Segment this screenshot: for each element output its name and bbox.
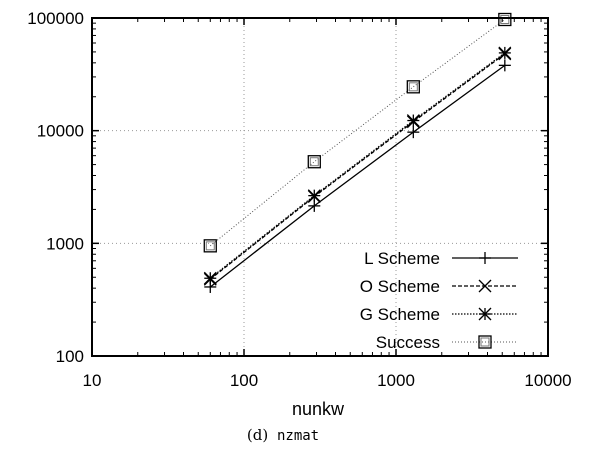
data-point-s3-2 <box>406 80 420 94</box>
x-tick-label: 10000 <box>524 371 571 390</box>
y-tick-label: 10000 <box>37 122 84 141</box>
data-point-s2-2 <box>406 114 420 127</box>
data-point-s3-1 <box>307 155 321 169</box>
data-point-s2-1 <box>307 189 321 203</box>
y-tick-label: 100 <box>56 347 84 366</box>
data-point-s3-0 <box>203 239 217 253</box>
series-layer <box>203 12 512 293</box>
plot-frame <box>91 17 549 357</box>
legend-label: G Scheme <box>360 305 440 324</box>
caption-label: (d) <box>247 426 268 444</box>
caption-code: nzmat <box>277 428 319 444</box>
series-line-0 <box>209 64 506 288</box>
x-tick-label: 10 <box>83 371 102 390</box>
legend-label: O Scheme <box>360 277 440 296</box>
legend-marker <box>479 252 491 264</box>
grid-lines <box>92 18 548 356</box>
series-line-2 <box>209 52 506 279</box>
axis-ticks: 10 100 1000 10000 100 1000 10000 100000 <box>27 9 571 390</box>
data-point-s0-3 <box>498 59 511 72</box>
data-point-s0-1 <box>308 199 321 212</box>
x-tick-label: 1000 <box>377 371 415 390</box>
series-line-1 <box>209 53 506 280</box>
y-tick-label: 100000 <box>27 9 84 28</box>
figure-caption: (d) nzmat <box>247 426 319 444</box>
data-point-s2-3 <box>498 46 512 60</box>
data-point-s0-2 <box>407 126 420 139</box>
y-tick-label: 1000 <box>46 234 84 253</box>
data-point-s3-3 <box>498 12 512 27</box>
legend-marker <box>478 279 492 293</box>
legend-label: L Scheme <box>364 249 440 268</box>
x-axis-label: nunkw <box>292 399 345 419</box>
x-tick-label: 100 <box>230 371 258 390</box>
data-point-s2-0 <box>203 271 217 285</box>
legend-marker <box>478 307 492 321</box>
legend-marker <box>478 335 492 349</box>
series-line-3 <box>209 19 506 247</box>
legend: L Scheme O Scheme G Scheme Success <box>360 249 518 352</box>
legend-label: Success <box>376 333 440 352</box>
